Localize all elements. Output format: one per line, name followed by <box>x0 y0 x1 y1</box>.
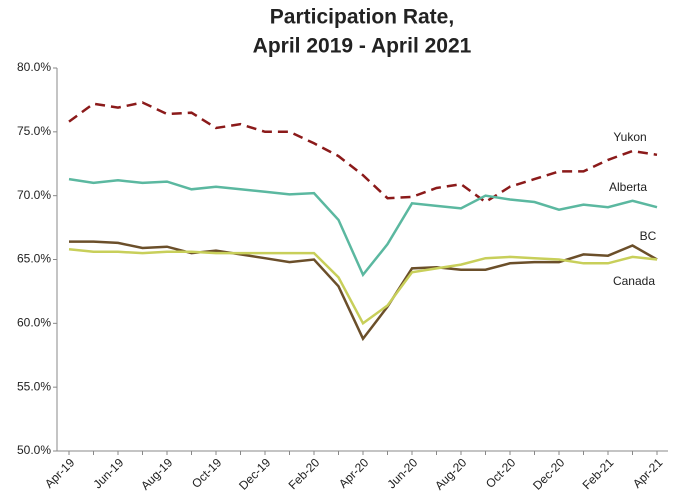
x-tick-label: Aug-20 <box>432 455 469 492</box>
legend-label: Alberta <box>609 180 647 194</box>
x-tick-label: Jun-20 <box>385 455 421 491</box>
x-tick-label: Aug-19 <box>138 455 175 492</box>
x-tick-label: Oct-20 <box>483 455 519 491</box>
chart-title: Participation Rate, <box>270 6 454 29</box>
chart-title: April 2019 - April 2021 <box>253 35 472 58</box>
x-tick-label: Apr-21 <box>630 455 666 491</box>
x-tick-label: Feb-21 <box>580 455 617 492</box>
legend-label: BC <box>640 229 657 243</box>
y-tick-label: 75.0% <box>17 124 51 138</box>
series-line <box>68 101 658 204</box>
legend-label: Canada <box>613 274 655 288</box>
x-tick-label: Apr-20 <box>336 455 372 491</box>
x-tick-label: Jun-19 <box>91 455 127 491</box>
y-tick-label: 65.0% <box>17 252 51 266</box>
y-tick-label: 55.0% <box>17 379 51 393</box>
x-tick-label: Dec-20 <box>530 455 567 492</box>
x-tick-label: Oct-19 <box>189 455 225 491</box>
legend-label: Yukon <box>613 130 646 144</box>
x-tick-label: Feb-20 <box>286 455 323 492</box>
series-line <box>69 240 658 342</box>
x-tick-label: Dec-19 <box>236 455 273 492</box>
y-tick-label: 70.0% <box>17 188 51 202</box>
series-line <box>68 177 658 278</box>
y-tick-label: 50.0% <box>17 443 51 457</box>
y-tick-label: 60.0% <box>17 316 51 330</box>
y-tick-label: 80.0% <box>17 60 51 74</box>
x-tick-label: Apr-19 <box>42 455 78 491</box>
series-line <box>68 248 658 326</box>
